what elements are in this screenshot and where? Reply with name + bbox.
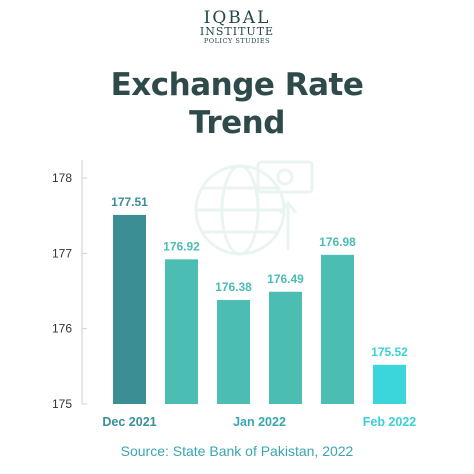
x-tick-label: Dec 2021 [102,415,156,429]
logo-line1: IQBAL [203,8,271,28]
y-tick-label: 177 [52,246,72,260]
bar [217,300,250,404]
y-tick-label: 175 [52,397,72,411]
y-tick-label: 176 [52,322,72,336]
bar [321,254,354,404]
data-label: 176.98 [319,235,356,249]
y-tick-label: 178 [52,171,72,185]
x-tick-label: Feb 2022 [363,415,417,429]
source-note: Source: State Bank of Pakistan, 2022 [120,443,354,459]
bar [269,291,302,404]
bar [373,364,406,404]
chart-title: Exchange Rate Trend [0,66,474,142]
institute-logo: IQBAL INSTITUTE POLICY STUDIES [0,8,474,46]
data-label: 175.52 [371,345,408,359]
data-label: 176.92 [163,239,200,253]
data-label: 176.49 [267,272,304,286]
globe-watermark-icon [194,160,314,256]
bar [165,259,198,404]
chart-title-line2: Trend [189,105,285,141]
data-label: 177.51 [111,195,148,209]
data-label: 176.38 [215,280,252,294]
logo-line3: POLICY STUDIES [203,37,271,45]
bar [113,214,146,404]
x-tick-label: Jan 2022 [233,415,286,429]
logo-line2: INSTITUTE [199,25,275,38]
chart-title-line1: Exchange Rate [110,67,364,103]
